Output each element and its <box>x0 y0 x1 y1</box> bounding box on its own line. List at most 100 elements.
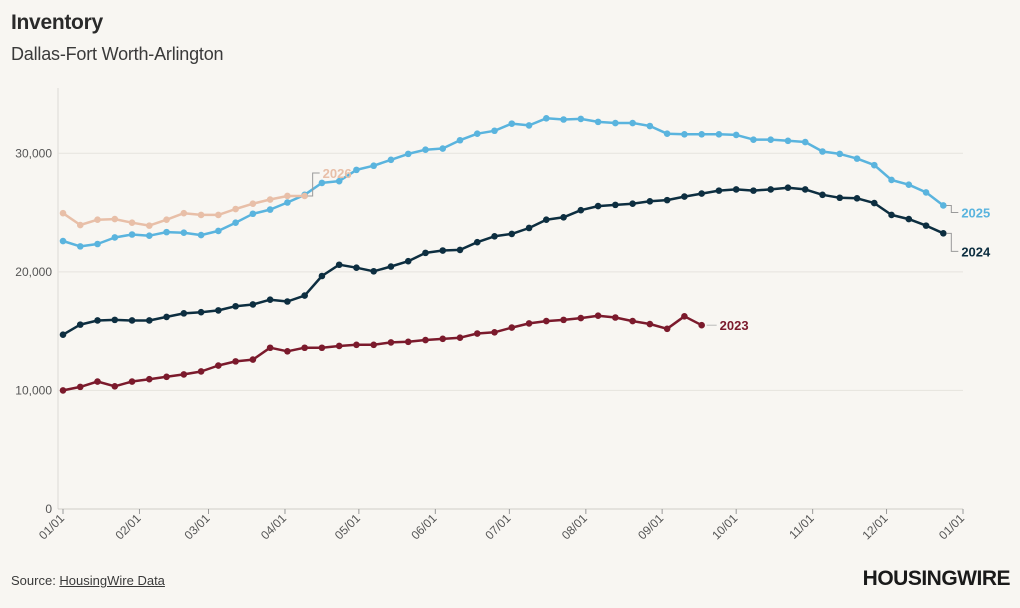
x-tick-label: 08/01 <box>559 511 590 542</box>
data-point-2026 <box>180 209 188 217</box>
source-link[interactable]: HousingWire Data <box>59 573 165 588</box>
data-point-2025 <box>663 130 671 138</box>
y-tick-label: 20,000 <box>15 265 52 279</box>
x-tick-label: 06/01 <box>408 511 439 542</box>
data-point-2023 <box>266 344 274 352</box>
data-point-2025 <box>370 162 378 170</box>
data-point-2025 <box>888 176 895 184</box>
data-point-2026 <box>197 211 205 219</box>
data-point-2024 <box>94 317 101 324</box>
y-tick-label: 0 <box>45 502 52 516</box>
data-point-2024 <box>404 257 412 265</box>
data-point-2024 <box>163 313 170 321</box>
data-point-2025 <box>870 161 878 169</box>
data-point-2023 <box>663 325 671 333</box>
data-point-2025 <box>456 136 464 144</box>
data-point-2024 <box>301 292 308 299</box>
data-point-2023 <box>525 320 533 327</box>
data-point-2024 <box>525 224 533 232</box>
data-point-2025 <box>853 155 861 162</box>
data-point-2025 <box>439 145 447 152</box>
data-point-2026 <box>215 211 222 219</box>
x-tick-label: 11/01 <box>786 511 817 542</box>
series-label-2025: 2025 <box>961 205 990 220</box>
data-point-2025 <box>681 131 688 138</box>
data-point-2025 <box>629 119 636 127</box>
data-point-2023 <box>146 375 153 383</box>
data-point-2023 <box>404 338 412 346</box>
data-point-2025 <box>232 219 239 226</box>
data-point-2025 <box>163 228 170 236</box>
data-point-2024 <box>387 263 395 270</box>
data-point-2024 <box>612 201 619 209</box>
data-point-2024 <box>732 186 740 193</box>
data-point-2024 <box>784 184 792 191</box>
x-tick-label: 01/01 <box>36 511 67 542</box>
data-point-2025 <box>128 231 136 238</box>
data-point-2026 <box>284 192 291 200</box>
data-point-2026 <box>76 221 84 229</box>
data-point-2025 <box>249 210 257 218</box>
data-point-2025 <box>577 115 585 123</box>
data-point-2024 <box>888 211 895 219</box>
data-point-2025 <box>594 118 602 126</box>
data-point-2025 <box>318 179 326 187</box>
source-prefix: Source: <box>11 573 60 588</box>
data-point-2024 <box>128 317 136 324</box>
data-point-2023 <box>577 314 585 322</box>
data-point-2024 <box>318 272 326 280</box>
data-point-2024 <box>266 296 274 304</box>
data-point-2024 <box>698 190 705 197</box>
label-connector-2026 <box>307 172 320 197</box>
data-point-2025 <box>612 119 619 127</box>
y-tick-label: 10,000 <box>15 383 52 397</box>
data-point-2025 <box>784 137 792 145</box>
data-point-2024 <box>473 238 481 246</box>
data-point-2025 <box>76 243 84 250</box>
data-point-2025 <box>560 116 567 123</box>
data-point-2026 <box>111 215 119 223</box>
x-tick-label: 12/01 <box>860 511 891 542</box>
data-point-2024 <box>491 232 498 240</box>
data-point-2025 <box>767 136 775 143</box>
data-point-2023 <box>439 335 447 343</box>
label-connector-2025 <box>946 204 959 213</box>
data-point-2025 <box>646 122 654 130</box>
data-point-2025 <box>387 156 395 164</box>
data-point-2026 <box>249 200 257 207</box>
data-point-2023 <box>335 342 343 350</box>
data-point-2024 <box>577 206 585 214</box>
x-tick-label: 09/01 <box>635 511 666 542</box>
data-point-2023 <box>215 362 222 369</box>
series-line-2023 <box>62 314 703 392</box>
data-point-2023 <box>560 316 567 324</box>
data-point-2023 <box>318 344 326 352</box>
x-tick-label: 05/01 <box>332 511 363 542</box>
data-point-2024 <box>922 222 930 229</box>
data-point-2024 <box>681 193 688 200</box>
data-point-2026 <box>232 205 239 213</box>
data-point-2024 <box>76 321 84 328</box>
data-point-2026 <box>301 192 308 200</box>
data-point-2024 <box>629 200 636 207</box>
data-point-2025 <box>146 232 153 239</box>
data-point-2023 <box>59 387 67 394</box>
data-point-2024 <box>232 302 239 310</box>
data-point-2023 <box>629 317 636 325</box>
data-point-2025 <box>215 227 222 235</box>
data-point-2024 <box>940 230 947 237</box>
x-tick-label: 10/01 <box>709 511 740 542</box>
data-point-2024 <box>508 230 516 238</box>
data-point-2026 <box>128 219 136 226</box>
data-point-2023 <box>387 339 395 346</box>
x-tick-label: 02/01 <box>112 511 143 542</box>
data-point-2024 <box>870 199 878 207</box>
data-point-2026 <box>163 216 170 223</box>
data-point-2024 <box>750 187 757 194</box>
data-point-2023 <box>491 329 498 336</box>
housingwire-logo[interactable]: HOUSINGWIRE <box>862 567 1011 590</box>
series-line-2024 <box>62 186 944 336</box>
series-label-2024: 2024 <box>961 244 991 259</box>
series-label-2026: 2026 <box>323 166 352 181</box>
data-point-2023 <box>612 314 619 321</box>
